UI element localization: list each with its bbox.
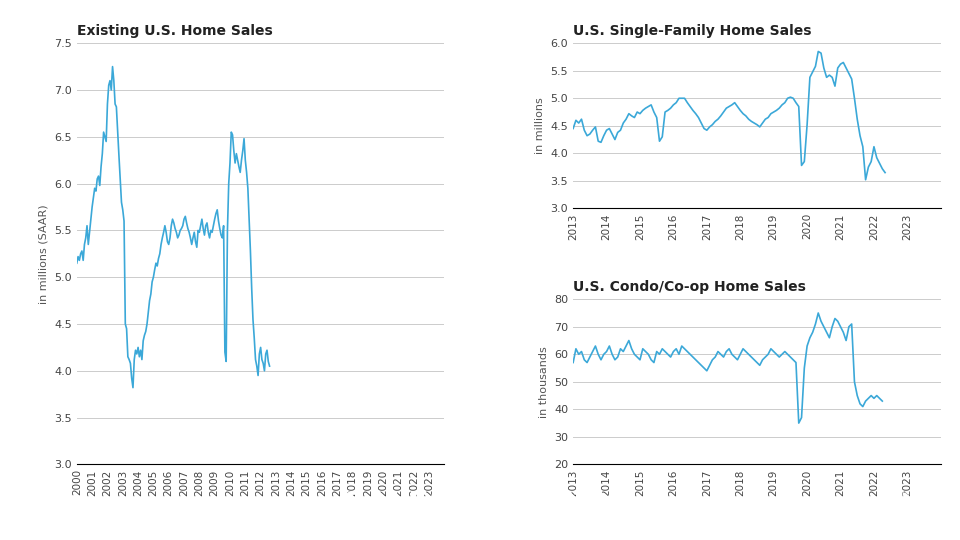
Text: U.S. Condo/Co-op Home Sales: U.S. Condo/Co-op Home Sales [573, 280, 806, 294]
Text: U.S. Single-Family Home Sales: U.S. Single-Family Home Sales [573, 24, 811, 38]
Y-axis label: in millions (SAAR): in millions (SAAR) [38, 204, 49, 303]
Text: SALES ACTIVITY: SALES ACTIVITY [343, 490, 617, 519]
Y-axis label: in millions: in millions [535, 97, 545, 154]
Bar [848, 505, 853, 523]
Text: Source:
NAR w/Windermere
Economics' seasonal
adjustments: Source: NAR w/Windermere Economics' seas… [10, 483, 103, 527]
Text: Economics: Economics [864, 504, 960, 523]
Bar [840, 512, 846, 523]
Text: WINDERMERE: WINDERMERE [893, 491, 960, 502]
Bar [863, 503, 869, 523]
Y-axis label: in thousands: in thousands [539, 346, 548, 417]
Bar [855, 498, 861, 523]
Text: Existing U.S. Home Sales: Existing U.S. Home Sales [77, 24, 273, 38]
